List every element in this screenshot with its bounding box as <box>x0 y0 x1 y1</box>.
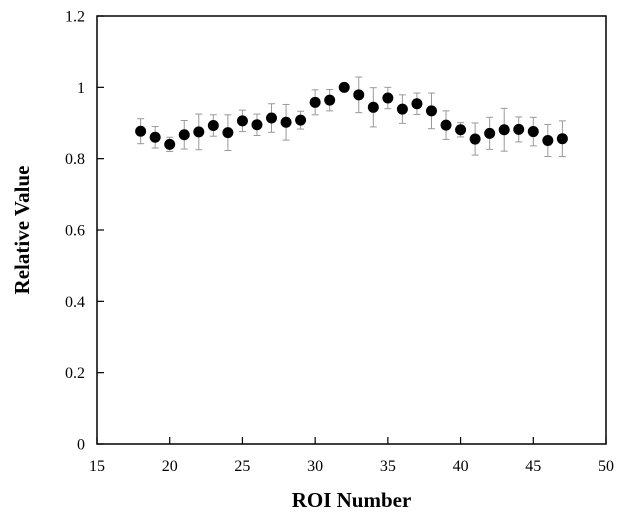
error-bars <box>137 76 566 158</box>
data-point <box>149 131 161 143</box>
data-point <box>498 124 510 136</box>
data-point <box>266 112 278 124</box>
data-points <box>135 81 568 150</box>
data-point <box>251 119 263 131</box>
x-tick-label: 45 <box>525 458 541 475</box>
x-tick-label: 40 <box>453 458 469 475</box>
data-point <box>222 127 234 139</box>
plot-frame <box>96 15 607 445</box>
data-point <box>469 133 481 145</box>
x-tick-label: 20 <box>162 458 178 475</box>
data-point <box>207 119 219 131</box>
y-tick-label: 1.2 <box>65 9 85 26</box>
data-point <box>280 116 292 128</box>
data-point <box>236 115 248 127</box>
data-point <box>396 103 408 115</box>
x-tick-label: 25 <box>234 458 250 475</box>
data-point <box>411 98 423 110</box>
y-tick-label: 0.2 <box>65 365 85 382</box>
y-tick-label: 0.8 <box>65 151 85 168</box>
data-point <box>367 101 379 113</box>
data-point <box>513 123 525 135</box>
data-point <box>324 94 336 106</box>
x-axis: 15 20 25 30 35 40 45 50 <box>89 437 614 475</box>
data-point <box>425 105 437 117</box>
y-axis: 0 0.2 0.4 0.6 0.8 1 1.2 <box>65 9 104 454</box>
y-tick-label: 1 <box>77 80 85 97</box>
data-point <box>484 127 496 139</box>
x-tick-label: 35 <box>380 458 396 475</box>
data-point <box>455 124 467 136</box>
data-point <box>527 126 539 138</box>
data-point <box>135 125 147 137</box>
data-point <box>295 114 307 126</box>
data-point <box>556 133 568 145</box>
x-axis-title: ROI Number <box>292 488 412 512</box>
data-point <box>178 129 190 141</box>
data-point <box>338 81 350 93</box>
data-point <box>382 92 394 104</box>
y-axis-title: Relative Value <box>10 166 34 295</box>
data-point <box>309 96 321 108</box>
y-tick-label: 0.4 <box>65 294 85 311</box>
x-tick-label: 50 <box>598 458 614 475</box>
y-tick-label: 0.6 <box>65 223 85 240</box>
data-point <box>353 89 365 101</box>
data-point <box>542 134 554 146</box>
data-point <box>440 119 452 131</box>
data-point <box>193 126 205 138</box>
x-tick-label: 15 <box>89 458 105 475</box>
data-point <box>164 138 176 150</box>
y-tick-label: 0 <box>77 437 85 454</box>
x-tick-label: 30 <box>307 458 323 475</box>
